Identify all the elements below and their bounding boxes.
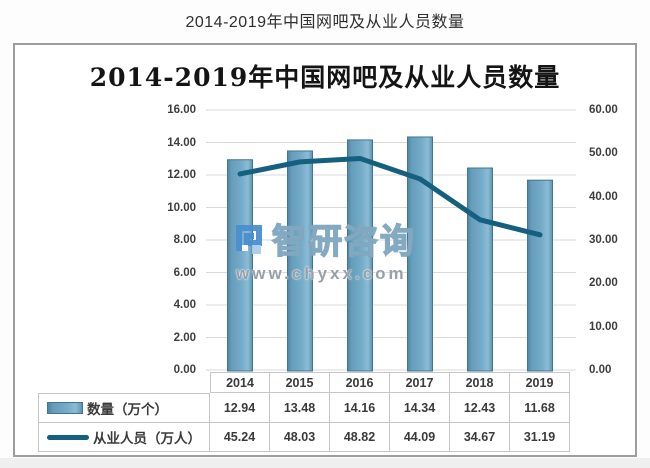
table-value-cell: 44.09 <box>390 423 450 452</box>
legend-cell: 从业人员（万人） <box>38 423 210 452</box>
right-axis-tick: 10.00 <box>589 320 618 333</box>
table-value-cell: 31.19 <box>510 423 570 452</box>
page-title: 2014-2019年中国网吧及从业人员数量 <box>185 14 465 31</box>
table-year-header: 2016 <box>330 372 390 393</box>
zhiyan-logo-icon <box>236 224 262 254</box>
table-year-header: 2019 <box>510 372 570 393</box>
table-value-cell: 12.43 <box>450 393 510 423</box>
watermark-brand: 智研咨询 <box>271 222 416 262</box>
left-axis-tick: 12.00 <box>167 169 196 181</box>
table-value-cell: 48.03 <box>270 423 330 452</box>
legend-cell: 数量（万个） <box>38 393 210 423</box>
left-axis-tick: 10.00 <box>167 201 196 214</box>
right-axis-tick: 40.00 <box>589 190 618 203</box>
table-year-header: 2014 <box>210 372 270 393</box>
table-year-header: 2018 <box>450 372 510 393</box>
right-axis-tick: 30.00 <box>589 234 618 246</box>
chart-title: 2014-2019年中国网吧及从业人员数量 <box>89 63 561 92</box>
bottom-strip <box>0 458 650 468</box>
bar-legend-swatch <box>47 402 83 414</box>
right-axis-tick: 60.00 <box>589 104 618 116</box>
left-axis-tick: 16.00 <box>167 104 196 116</box>
table-value-cell: 13.48 <box>270 393 330 423</box>
legend-label: 数量（万个） <box>87 402 168 417</box>
right-axis-tick: 50.00 <box>589 147 618 160</box>
left-axis-tick: 14.00 <box>167 136 196 149</box>
right-axis-tick: 0.00 <box>589 364 612 376</box>
table-year-header: 2017 <box>390 372 450 393</box>
table-value-cell: 11.68 <box>510 393 570 423</box>
table-value-cell: 34.67 <box>450 423 510 452</box>
table-value-cell: 12.94 <box>210 393 270 423</box>
watermark: 智研咨询 www.chyxx.com <box>230 214 450 283</box>
legend-label: 从业人员（万人） <box>93 431 201 446</box>
table-year-header: 2015 <box>270 372 330 393</box>
left-axis-tick: 8.00 <box>173 234 196 246</box>
table-value-cell: 14.16 <box>330 393 390 423</box>
left-axis-tick: 0.00 <box>173 364 196 376</box>
left-axis-tick: 2.00 <box>173 331 196 344</box>
right-axis-tick: 20.00 <box>589 277 618 290</box>
watermark-url: www.chyxx.com <box>236 264 407 283</box>
left-axis-tick: 4.00 <box>173 299 196 311</box>
table-value-cell: 14.34 <box>390 393 450 423</box>
left-axis-tick: 6.00 <box>173 266 196 279</box>
table-value-cell: 48.82 <box>330 423 390 452</box>
table-value-cell: 45.24 <box>210 423 270 452</box>
line-legend-swatch <box>47 434 89 440</box>
